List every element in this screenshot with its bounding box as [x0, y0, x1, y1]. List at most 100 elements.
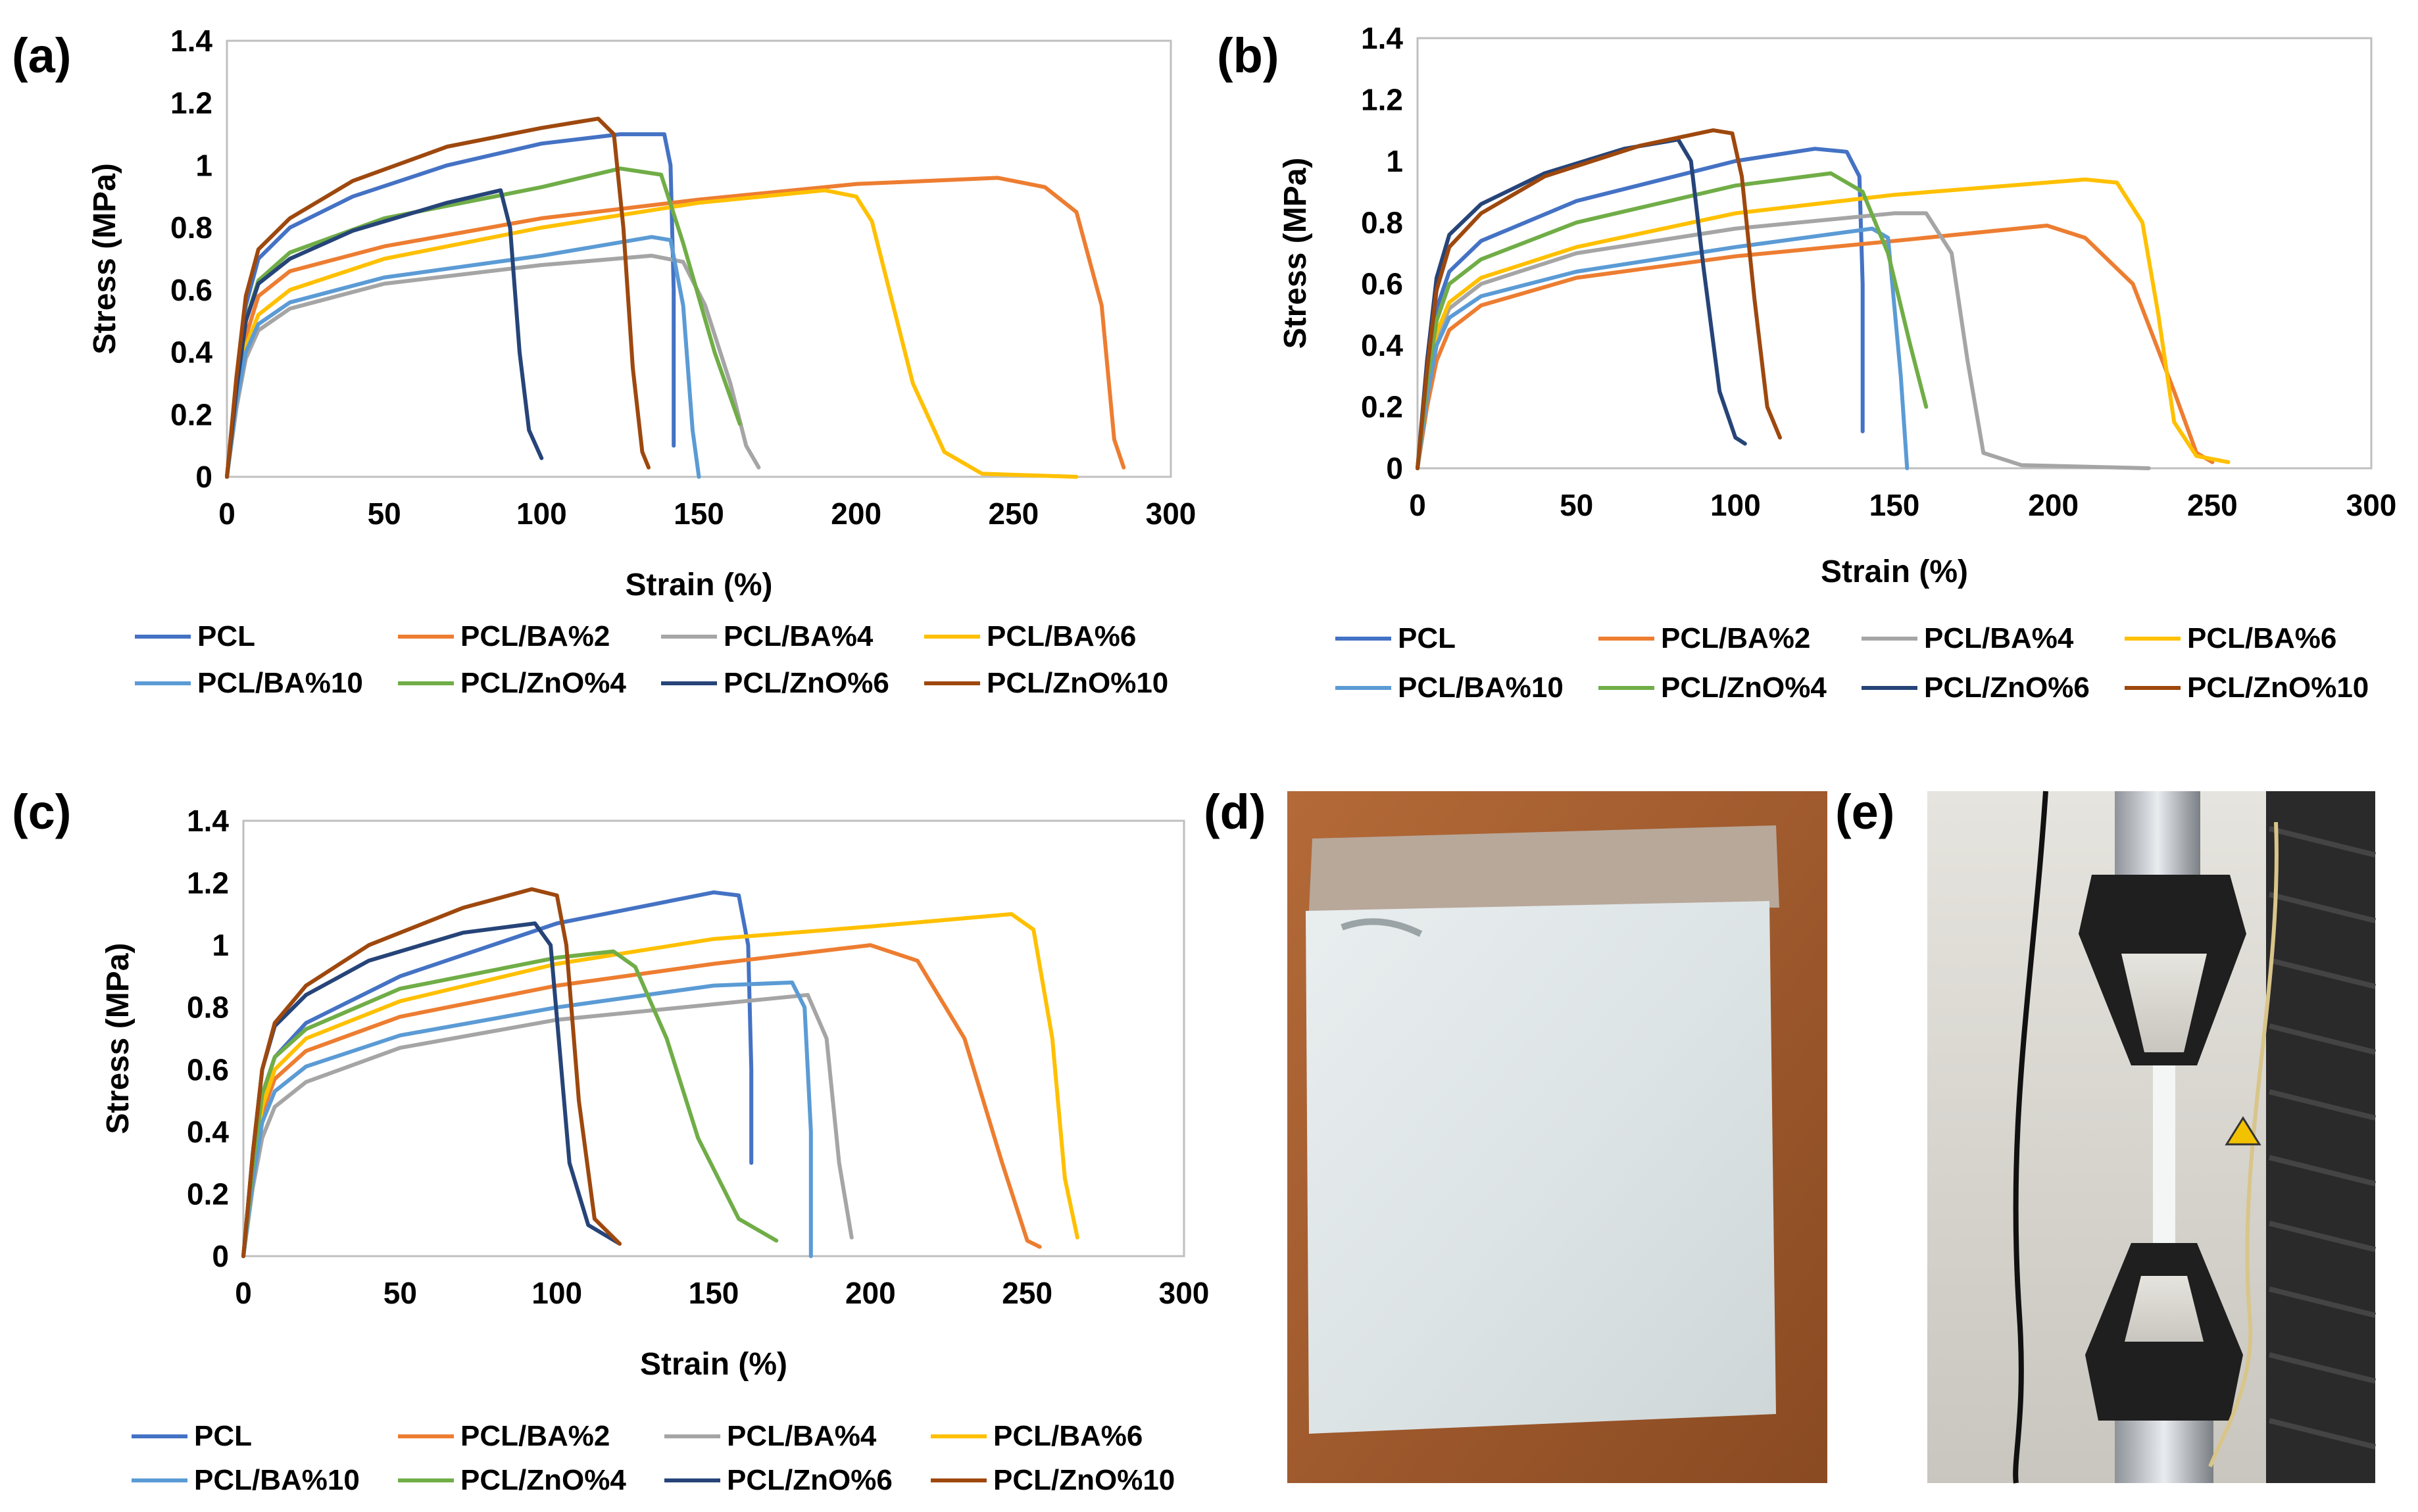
y-tick-label: 0.8	[170, 210, 212, 245]
y-tick-label: 0.4	[1361, 328, 1403, 362]
y-tick-label: 1.2	[1361, 82, 1403, 116]
legend-label-pcl-ba-6: PCL/BA%6	[993, 1420, 1143, 1452]
series-line-pcl-zno-4	[241, 949, 779, 1258]
legend-label-pcl: PCL	[197, 620, 255, 652]
series-line-pcl-ba-4	[1416, 211, 2151, 470]
y-tick-label: 0	[212, 1239, 229, 1273]
x-tick-label: 50	[368, 497, 401, 531]
y-tick-label: 1	[195, 148, 212, 182]
photo-e-upper-grip-window	[2121, 954, 2207, 1052]
chart-b: 0 0.2 0.4 0.6 0.8 1 1.2 1.4 0 50 100 150 200 250 300 St…	[1278, 21, 2396, 704]
panel-label-e: (e)	[1835, 785, 1894, 839]
panel-label-c: (c)	[12, 785, 71, 839]
legend-label-pcl-zno-6: PCL/ZnO%6	[724, 667, 889, 699]
panel-label-a: (a)	[12, 28, 71, 83]
x-tick-label: 100	[1710, 488, 1761, 522]
legend-label-pcl-ba-6: PCL/BA%6	[987, 620, 1136, 652]
x-tick-label: 0	[1409, 488, 1426, 522]
y-tick-label: 0.8	[1361, 205, 1403, 239]
legend-label-pcl-zno-6: PCL/ZnO%6	[727, 1464, 893, 1496]
legend-label-pcl: PCL	[194, 1420, 252, 1452]
y-axis-label: Stress (MPa)	[101, 943, 136, 1134]
legend-label-pcl-ba-2: PCL/BA%2	[460, 1420, 610, 1452]
x-tick-label: 200	[845, 1276, 896, 1310]
y-tick-label: 1.2	[170, 86, 212, 120]
series-line-pcl-ba-6	[241, 912, 1079, 1258]
photo-e-bellows	[2269, 826, 2376, 1450]
legend-label-pcl-ba-4: PCL/BA%4	[727, 1420, 877, 1452]
x-tick-label: 200	[831, 497, 881, 531]
x-tick-label: 50	[1560, 488, 1593, 522]
y-tick-label: 1.4	[1361, 21, 1403, 55]
photo-e-lower-grip-window	[2125, 1276, 2204, 1342]
series-line-pcl-ba-2	[1416, 224, 2215, 470]
series-line-pcl-ba-6	[225, 188, 1079, 479]
photo-d-film-sample	[1287, 791, 1827, 1483]
legend-label-pcl-zno-4: PCL/ZnO%4	[1661, 671, 1827, 704]
y-tick-label: 1	[212, 928, 229, 962]
y-tick-label: 1.4	[170, 24, 212, 58]
y-tick-label: 0.4	[187, 1115, 229, 1149]
y-axis-label: Stress (MPa)	[1278, 158, 1313, 349]
series-line-pcl-ba-10	[1416, 226, 1910, 470]
x-axis-label: Strain (%)	[1821, 554, 1968, 589]
plot-area-frame	[1416, 37, 2373, 470]
y-tick-label: 0.8	[187, 990, 229, 1025]
x-tick-label: 50	[383, 1276, 417, 1310]
photo-e-tensile-tester	[1927, 791, 2376, 1484]
x-tick-label: 250	[1002, 1276, 1052, 1310]
x-tick-label: 150	[1869, 488, 1920, 522]
series-line-pcl-ba-10	[241, 980, 813, 1258]
legend-label-pcl-ba-10: PCL/BA%10	[194, 1464, 360, 1496]
series-line-pcl-ba-2	[225, 176, 1126, 479]
legend-label-pcl-zno-10: PCL/ZnO%10	[2187, 671, 2369, 704]
series-line-pcl-zno-6	[241, 921, 622, 1258]
photo-d-film-fold	[1341, 918, 1423, 937]
legend-label-pcl-ba-4: PCL/BA%4	[724, 620, 874, 652]
x-tick-label: 250	[988, 497, 1039, 531]
x-tick-label: 100	[531, 1276, 582, 1310]
x-tick-label: 300	[2346, 488, 2397, 522]
series-line-pcl-zno-4	[225, 166, 742, 479]
x-tick-label: 300	[1146, 497, 1197, 531]
photo-e-tube	[2208, 821, 2279, 1468]
legend-label-pcl-zno-10: PCL/ZnO%10	[993, 1464, 1175, 1496]
series-line-pcl-ba-2	[241, 943, 1042, 1258]
photo-e-upper-load-cell	[2115, 791, 2200, 877]
legend-label-pcl-ba-2: PCL/BA%2	[1661, 622, 1810, 654]
photo-d-film-top-strip	[1309, 825, 1779, 911]
chart-c: 0 0.2 0.4 0.6 0.8 1 1.2 1.4 0 50 100 150 200 250 300 St…	[101, 804, 1209, 1496]
x-axis-label: Strain (%)	[625, 568, 772, 602]
x-tick-label: 250	[2187, 488, 2238, 522]
legend-label-pcl-ba-2: PCL/BA%2	[460, 620, 610, 652]
chart-a: 0 0.2 0.4 0.6 0.8 1 1.2 1.4 0 50 100 150 200 250 300 St…	[87, 24, 1196, 699]
series-line-pcl-ba-4	[241, 992, 854, 1258]
x-tick-label: 200	[2028, 488, 2079, 522]
x-tick-label: 0	[218, 497, 235, 531]
y-tick-label: 0.6	[170, 273, 212, 307]
plot-area-frame	[242, 819, 1185, 1257]
y-axis-label: Stress (MPa)	[87, 163, 122, 354]
y-tick-label: 0.4	[170, 335, 212, 370]
y-tick-label: 1.4	[187, 804, 229, 838]
x-tick-label: 100	[516, 497, 567, 531]
legend-label-pcl-ba-10: PCL/BA%10	[1398, 671, 1564, 704]
x-tick-label: 150	[674, 497, 724, 531]
y-tick-label: 1	[1386, 144, 1403, 178]
y-tick-label: 0.6	[1361, 267, 1403, 301]
series-line-pcl-zno-10	[241, 887, 622, 1258]
x-tick-label: 300	[1159, 1276, 1210, 1310]
y-tick-label: 0	[1386, 451, 1403, 485]
y-tick-label: 0	[195, 460, 212, 494]
legend-label-pcl-zno-4: PCL/ZnO%4	[460, 1464, 626, 1496]
photo-d-film	[1306, 901, 1776, 1434]
series-line-pcl	[225, 132, 676, 479]
x-axis-label: Strain (%)	[640, 1347, 787, 1382]
series-line-pcl-ba-10	[225, 235, 701, 479]
photo-e-cable	[2013, 791, 2048, 1484]
y-tick-label: 0.6	[187, 1052, 229, 1086]
plot-area-frame	[226, 39, 1172, 478]
series-line-pcl-zno-4	[1416, 171, 1929, 470]
photo-e-specimen	[2153, 1065, 2175, 1243]
